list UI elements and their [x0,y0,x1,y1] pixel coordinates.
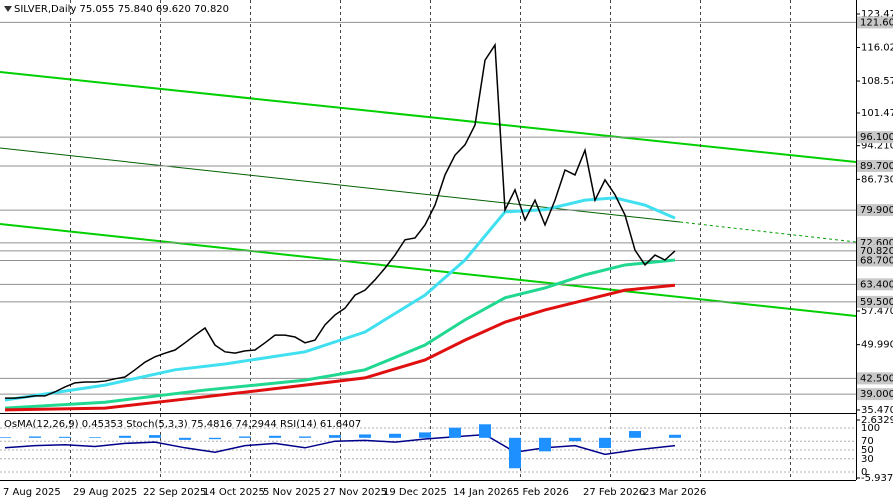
x-tick-label: 23 Mar 2026 [643,487,706,498]
rsi-line [4,433,676,456]
level-label-bg [857,204,893,217]
level-label: 70.820 [860,246,893,257]
menu-icon [4,6,12,12]
level-label: 89.700 [860,161,893,172]
moving-average [4,196,676,402]
osma-bar [599,437,611,448]
y-tick-label: 108.570 [861,76,893,87]
osma-bar [669,434,681,438]
level-label-bg [857,159,893,172]
osma-bar [539,437,551,452]
osma-bar [119,435,131,438]
osma-bar [509,437,521,469]
osma-bar [329,435,341,438]
osma-bar [359,434,371,438]
osma-bar [449,427,461,438]
osma-bar [479,424,491,438]
osma-bar [569,437,581,442]
level-label-bg [857,388,893,401]
x-tick-label: 29 Aug 2025 [73,487,137,498]
osma-bar [59,436,71,438]
moving-average [4,283,676,412]
level-label: 42.500 [860,373,893,384]
level-label: 68.700 [860,255,893,266]
osma-bar [89,437,101,438]
level-label: 39.000 [860,389,893,400]
osma-bar [629,431,641,438]
level-label: 96.100 [860,132,893,143]
x-tick-label: 14 Oct 2025 [203,487,265,498]
level-label-bg [857,131,893,144]
moving-average [4,258,676,410]
y-tick-label: 86.730 [861,174,893,185]
level-label: 59.500 [860,297,893,308]
oscillator-title: OsMA(12,26,9) 0.45353 Stoch(5,3,3) 75.48… [4,419,361,430]
y-tick-label: 0 [861,467,867,478]
level-label: 63.400 [860,279,893,290]
y-tick-label: 57.470 [861,306,893,317]
y-tick-label: 70 [861,436,874,447]
level-label: 121.600 [860,17,893,28]
y-tick-label: 50 [861,445,874,456]
x-tick-label: 27 Nov 2025 [323,487,387,498]
y-tick-label: 94.210 [861,141,893,152]
level-label-bg [857,372,893,385]
level-label-bg [857,295,893,308]
x-tick-label: 5 Nov 2025 [263,487,321,498]
y2-tick-label: 2.63295 [861,415,893,426]
x-tick-label: 5 Feb 2026 [513,487,569,498]
osma-bar [389,433,401,438]
y-tick-label: 116.020 [861,43,893,54]
osma-bar [299,436,311,438]
osma-bar [179,437,191,440]
osma-bar [209,437,221,440]
channel-lower [0,223,857,317]
x-tick-label: 19 Dec 2025 [383,487,447,498]
osma-bar [419,432,431,438]
y-tick-label: 30 [861,454,874,465]
y2-tick-label: -5.9374 [861,473,893,484]
level-label-bg [857,16,893,29]
level-label: 79.900 [860,205,893,216]
osma-bar [29,436,41,438]
osma-bar [149,435,161,438]
price-line [5,42,676,399]
osma-bar [0,437,11,438]
y-tick-label: 123.470 [861,9,893,20]
y-tick-label: 101.470 [861,108,893,119]
level-label-bg [857,278,893,291]
level-label-bg [857,244,893,257]
y-tick-label: 49.990 [861,340,893,351]
x-tick-label: 14 Jan 2026 [453,487,513,498]
y-tick-label: 35.470 [861,405,893,416]
x-tick-label: 22 Sep 2025 [143,487,206,498]
level-label-bg [857,254,893,267]
osma-bar [269,435,281,438]
channel-upper [0,71,857,163]
osma-bar [239,436,251,438]
x-tick-label: 7 Aug 2025 [3,487,61,498]
level-label: 72.600 [860,238,893,249]
x-tick-label: 27 Feb 2026 [583,487,645,498]
chart-title: SILVER,Daily 75.055 75.840 69.620 70.820 [14,4,229,15]
y-tick-label: 100 [861,423,880,434]
